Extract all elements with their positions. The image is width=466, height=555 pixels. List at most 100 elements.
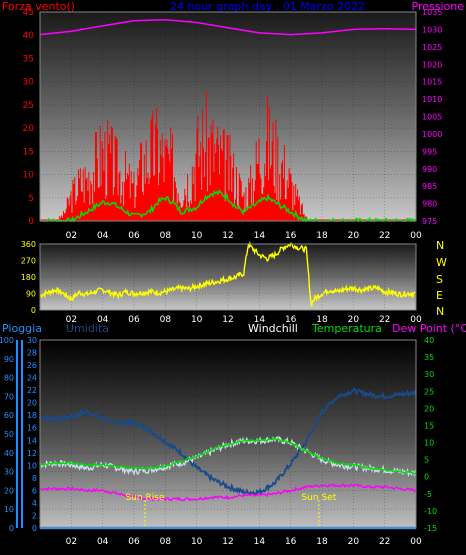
compass-n-top: N — [436, 239, 444, 252]
humidity-inner-y-tick-label: 12 — [27, 449, 37, 458]
wind-speed-series — [57, 90, 311, 221]
x-tick-label: 04 — [97, 231, 109, 241]
x-tick-label: 10 — [191, 315, 203, 325]
x-tick-label: 22 — [379, 537, 390, 547]
temperature-legend: Temperatura — [311, 322, 382, 335]
sunrise-label: Sun Rise — [125, 493, 164, 503]
temperature-y-tick-label: -15 — [424, 524, 437, 533]
x-tick-label: 18 — [316, 315, 328, 325]
wind-y-tick-label: 15 — [23, 147, 34, 157]
pressure-y-tick-label: 1025 — [422, 43, 442, 52]
rain-y-tick-label: 90 — [4, 355, 14, 364]
humidity-axis-title: Umidita — [66, 322, 109, 335]
pressure-y-tick-label: 985 — [422, 182, 437, 191]
axes-layer: 02 04 06 08 10 12 14 16 18 20 22 000510152025303540… — [0, 8, 442, 547]
x-tick-label: 16 — [285, 315, 297, 325]
temperature-y-tick-label: 40 — [424, 336, 434, 345]
panel-direction-background — [40, 244, 416, 310]
humidity-inner-y-tick-label: 28 — [27, 349, 37, 358]
rain-y-tick-label: 70 — [4, 392, 14, 401]
x-tick-label: 22 — [379, 315, 390, 325]
humidity-inner-y-tick-label: 22 — [27, 386, 37, 395]
wind-y-tick-label: 30 — [23, 78, 35, 88]
rain-y-tick-label: 80 — [4, 374, 14, 383]
temperature-y-tick-label: -10 — [424, 507, 437, 516]
humidity-inner-y-tick-label: 26 — [27, 361, 37, 370]
wind-axis-title: Forza vento() — [2, 0, 75, 13]
wind-y-tick-label: 10 — [23, 171, 35, 181]
temperature-y-tick-label: 25 — [424, 387, 434, 396]
humidity-inner-y-tick-label: 18 — [27, 411, 37, 420]
dewpoint-legend: Dew Point (°C) — [392, 322, 466, 335]
temperature-y-tick-label: 15 — [424, 421, 434, 430]
x-tick-label: 04 — [97, 315, 109, 325]
rain-y-tick-label: 50 — [4, 430, 14, 439]
pressure-axis-title: Pressione — [412, 0, 465, 13]
x-tick-label: 04 — [97, 537, 109, 547]
pressure-y-tick-label: 1030 — [422, 25, 442, 34]
wind-y-tick-label: 40 — [23, 31, 35, 41]
humidity-inner-y-tick-label: 8 — [32, 474, 37, 483]
x-tick-label: 08 — [160, 537, 172, 547]
rain-y-tick-label: 40 — [4, 449, 14, 458]
x-tick-label: 14 — [254, 231, 266, 241]
wind-direction-series — [39, 240, 416, 308]
pressure-series — [39, 18, 417, 36]
compass-w: W — [436, 256, 447, 269]
chart-title: 24 hour graph day : 01 Marzo 2022 — [170, 0, 365, 13]
humidity-inner-y-tick-label: 24 — [27, 374, 37, 383]
x-tick-label: 20 — [348, 537, 360, 547]
x-tick-label: 10 — [191, 537, 203, 547]
rain-y-tick-label: 60 — [4, 411, 14, 420]
panel-border — [39, 11, 417, 222]
x-tick-label: 08 — [160, 315, 172, 325]
pressure-y-tick-label: 975 — [422, 217, 437, 226]
wind-y-tick-label: 45 — [23, 8, 34, 18]
compass-n-bottom: N — [436, 305, 444, 318]
pressure-y-tick-label: 1000 — [422, 130, 442, 139]
x-tick-label: 08 — [160, 231, 172, 241]
rain-y-tick-label: 100 — [0, 336, 14, 345]
x-tick-label: 06 — [128, 315, 140, 325]
pressure-y-tick-label: 1010 — [422, 95, 442, 104]
sunset-label: Sun Set — [301, 493, 336, 503]
humidity-inner-y-tick-label: 10 — [27, 461, 37, 470]
pressure-y-tick-label: 995 — [422, 147, 437, 156]
temperature-series — [39, 437, 417, 475]
panel-border — [39, 243, 417, 311]
direction-y-tick-label: 0 — [31, 306, 36, 315]
rain-y-tick-label: 20 — [4, 486, 14, 495]
direction-y-tick-label: 180 — [21, 273, 36, 282]
x-tick-label: 16 — [285, 231, 297, 241]
compass-e: E — [436, 289, 443, 302]
temperature-y-tick-label: 5 — [424, 456, 429, 465]
dewpoint-series — [39, 483, 417, 502]
wind-y-tick-label: 20 — [23, 124, 35, 134]
pressure-y-tick-label: 990 — [422, 165, 437, 174]
x-tick-label: 22 — [379, 231, 390, 241]
x-tick-label: 12 — [222, 315, 233, 325]
x-tick-label: 06 — [128, 537, 140, 547]
x-tick-label: 18 — [316, 231, 328, 241]
humidity-inner-y-tick-label: 2 — [32, 511, 37, 520]
humidity-inner-y-tick-label: 4 — [32, 499, 37, 508]
direction-y-tick-label: 360 — [21, 240, 36, 249]
wind-y-tick-label: 5 — [28, 194, 34, 204]
compass-s: S — [436, 273, 443, 286]
pressure-y-tick-label: 980 — [422, 200, 437, 209]
wind-y-tick-label: 25 — [23, 101, 34, 111]
x-tick-label: 02 — [66, 315, 77, 325]
humidity-inner-y-tick-label: 0 — [32, 524, 37, 533]
humidity-inner-y-tick-label: 14 — [27, 436, 37, 445]
x-tick-label: 14 — [254, 315, 266, 325]
rain-axis-title: Pioggia — [2, 322, 42, 335]
pressure-y-tick-label: 1035 — [422, 8, 442, 17]
x-tick-label: 06 — [128, 231, 140, 241]
rain-y-tick-label: 10 — [4, 505, 14, 514]
x-tick-label: 00 — [410, 315, 422, 325]
temperature-y-tick-label: -5 — [424, 490, 432, 499]
x-tick-label: 00 — [410, 231, 422, 241]
x-tick-label: 10 — [191, 231, 203, 241]
